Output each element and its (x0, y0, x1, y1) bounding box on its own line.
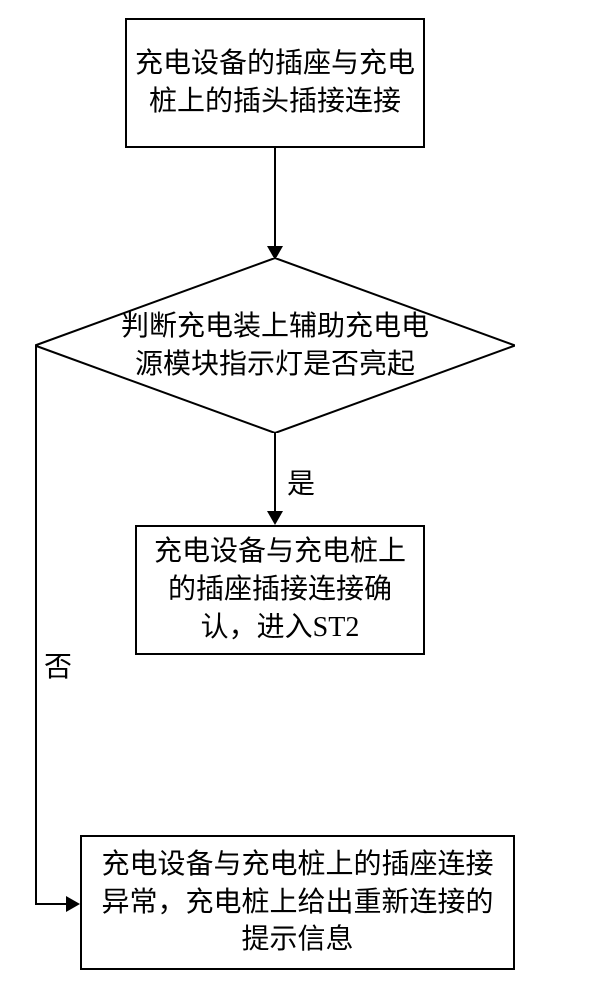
flowchart-node-decision: 判断充电装上辅助充电电源模块指示灯是否亮起 (35, 258, 515, 433)
flowchart-container: 充电设备的插座与充电桩上的插头插接连接 判断充电装上辅助充电电源模块指示灯是否亮… (0, 0, 590, 1000)
edge-decision-yes-head (267, 511, 283, 525)
edge-decision-no-horiz (35, 903, 68, 905)
node-decision-text: 判断充电装上辅助充电电源模块指示灯是否亮起 (105, 300, 445, 392)
flowchart-node-yes: 充电设备与充电桩上的插座插接连接确认，进入ST2 (135, 525, 425, 655)
flowchart-node-no: 充电设备与充电桩上的插座连接异常，充电桩上给出重新连接的提示信息 (80, 835, 515, 970)
edge-start-decision (274, 148, 276, 248)
edge-decision-yes (274, 433, 276, 513)
node-start-text: 充电设备的插座与充电桩上的插头插接连接 (127, 37, 423, 129)
edge-decision-no-vert (35, 345, 37, 905)
edge-decision-no-head (66, 896, 80, 912)
edge-yes-label: 是 (285, 462, 317, 502)
flowchart-node-start: 充电设备的插座与充电桩上的插头插接连接 (125, 18, 425, 148)
edge-no-label: 否 (42, 645, 74, 685)
node-no-text: 充电设备与充电桩上的插座连接异常，充电桩上给出重新连接的提示信息 (82, 838, 513, 967)
node-yes-text: 充电设备与充电桩上的插座插接连接确认，进入ST2 (137, 525, 423, 654)
